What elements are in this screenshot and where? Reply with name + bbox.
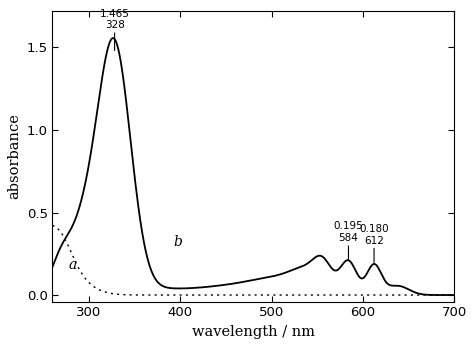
Y-axis label: absorbance: absorbance [7,113,21,199]
X-axis label: wavelength / nm: wavelength / nm [192,325,315,339]
Text: 1.465
328: 1.465 328 [100,9,129,51]
Text: 0.195
584: 0.195 584 [334,221,364,260]
Text: a: a [69,258,77,272]
Text: 0.180
612: 0.180 612 [359,224,389,263]
Text: b: b [173,235,182,248]
